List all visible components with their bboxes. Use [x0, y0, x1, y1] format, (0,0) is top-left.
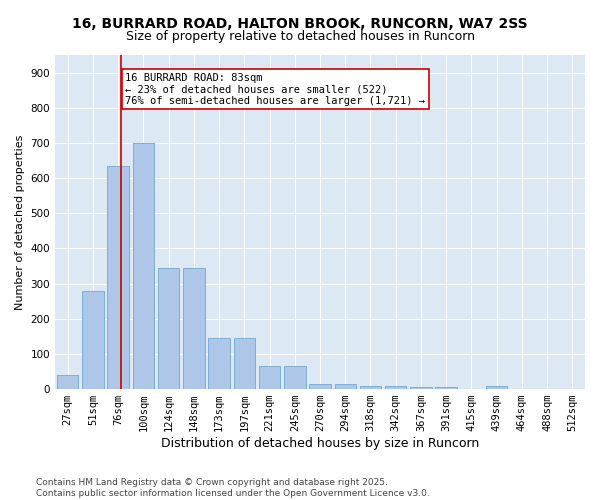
Bar [208, 338, 230, 389]
Bar [360, 386, 381, 389]
Bar [410, 388, 431, 389]
Text: 16, BURRARD ROAD, HALTON BROOK, RUNCORN, WA7 2SS: 16, BURRARD ROAD, HALTON BROOK, RUNCORN,… [72, 18, 528, 32]
Y-axis label: Number of detached properties: Number of detached properties [15, 134, 25, 310]
Bar [82, 290, 104, 389]
Bar [57, 375, 79, 389]
Bar [284, 366, 305, 389]
Bar [436, 388, 457, 389]
Bar [158, 268, 179, 389]
Text: 16 BURRARD ROAD: 83sqm
← 23% of detached houses are smaller (522)
76% of semi-de: 16 BURRARD ROAD: 83sqm ← 23% of detached… [125, 72, 425, 106]
Text: Contains HM Land Registry data © Crown copyright and database right 2025.
Contai: Contains HM Land Registry data © Crown c… [36, 478, 430, 498]
Bar [335, 384, 356, 389]
Bar [259, 366, 280, 389]
Bar [233, 338, 255, 389]
X-axis label: Distribution of detached houses by size in Runcorn: Distribution of detached houses by size … [161, 437, 479, 450]
Bar [385, 386, 406, 389]
Bar [309, 384, 331, 389]
Text: Size of property relative to detached houses in Runcorn: Size of property relative to detached ho… [125, 30, 475, 43]
Bar [183, 268, 205, 389]
Bar [486, 386, 508, 389]
Bar [107, 166, 129, 389]
Bar [133, 143, 154, 389]
